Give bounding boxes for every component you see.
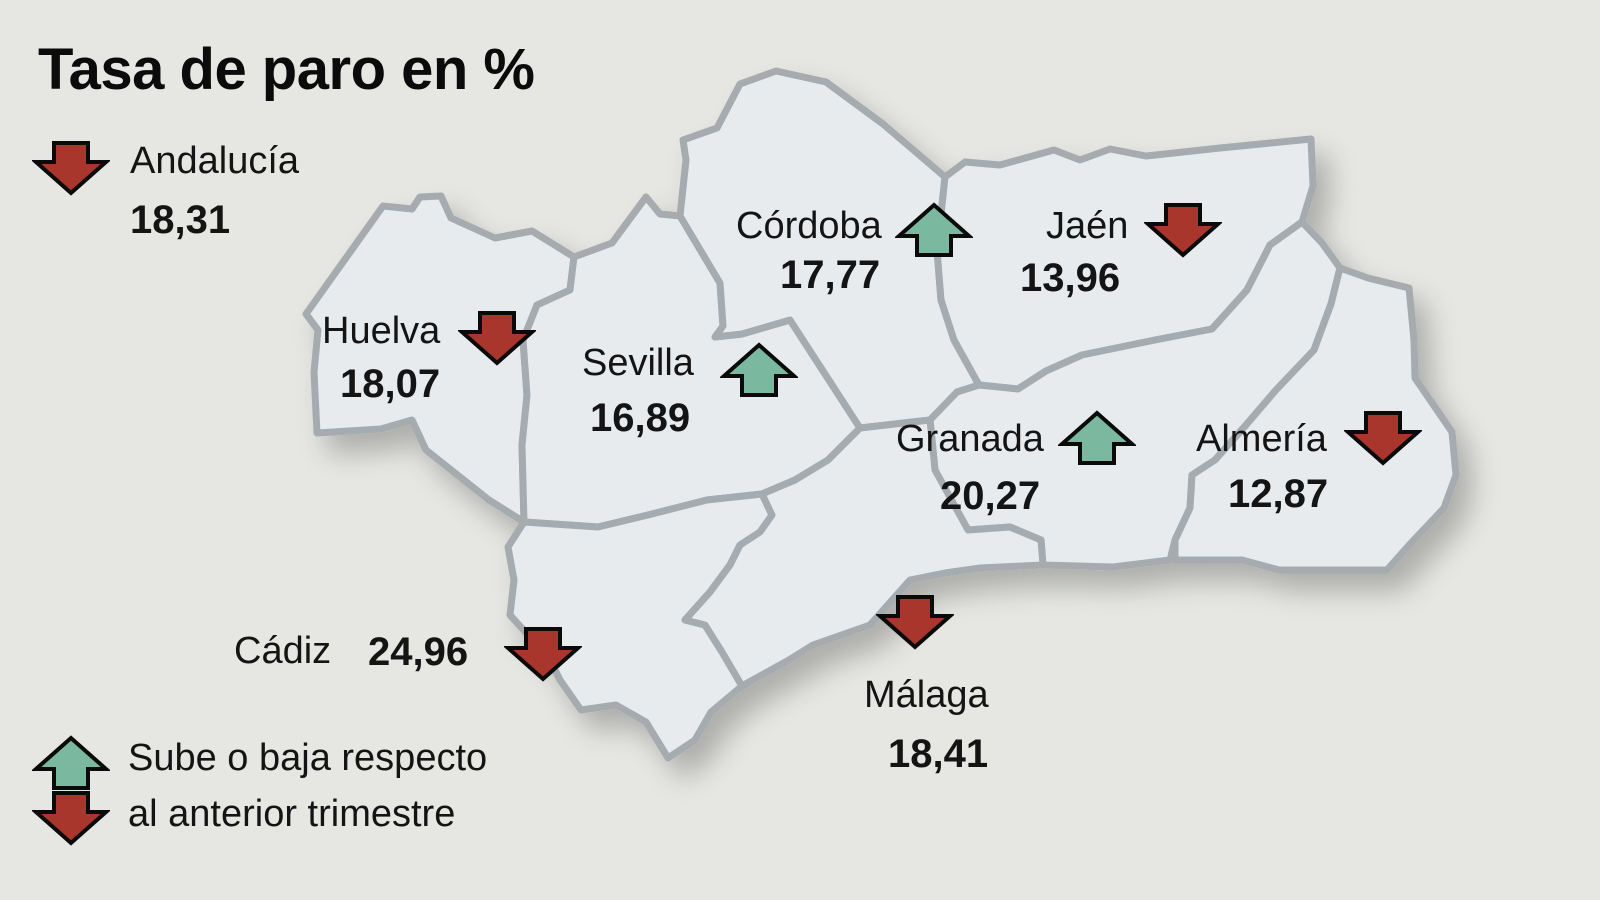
summary-label: Andalucía bbox=[130, 140, 300, 182]
arrow-down-icon bbox=[876, 595, 954, 650]
arrow-down-icon bbox=[1144, 203, 1222, 258]
arrow-down-icon bbox=[458, 311, 536, 366]
province-value-sevilla: 16,89 bbox=[590, 396, 691, 440]
province-label-malaga: Málaga bbox=[864, 674, 989, 716]
map-title: Tasa de paro en % bbox=[38, 37, 535, 102]
province-label-jaen: Jaén bbox=[1046, 205, 1129, 247]
province-value-jaen: 13,96 bbox=[1020, 256, 1121, 300]
province-label-sevilla: Sevilla bbox=[582, 342, 694, 384]
province-label-cadiz: Cádiz bbox=[234, 630, 332, 672]
legend-arrow-up-icon bbox=[32, 735, 110, 790]
province-value-almeria: 12,87 bbox=[1228, 472, 1329, 516]
province-label-huelva: Huelva bbox=[322, 310, 441, 352]
arrow-up-icon bbox=[895, 202, 973, 257]
arrow-down-icon bbox=[1344, 411, 1422, 466]
province-value-huelva: 18,07 bbox=[340, 362, 441, 406]
summary-value: 18,31 bbox=[130, 198, 231, 242]
legend-arrow-down-icon bbox=[32, 791, 110, 846]
arrow-down-icon bbox=[32, 141, 110, 196]
legend-line-2: al anterior trimestre bbox=[128, 793, 456, 835]
province-value-malaga: 18,41 bbox=[888, 732, 989, 776]
province-value-cordoba: 17,77 bbox=[780, 253, 881, 297]
province-value-cadiz: 24,96 bbox=[368, 630, 469, 674]
arrow-up-icon bbox=[1058, 410, 1136, 465]
province-almeria[interactable] bbox=[1171, 264, 1460, 574]
province-label-granada: Granada bbox=[896, 418, 1044, 460]
province-value-granada: 20,27 bbox=[940, 474, 1041, 518]
province-label-cordoba: Córdoba bbox=[736, 205, 882, 247]
arrow-up-icon bbox=[720, 342, 798, 397]
arrow-down-icon bbox=[504, 627, 582, 682]
province-malaga[interactable] bbox=[681, 416, 1047, 690]
province-label-almeria: Almería bbox=[1196, 418, 1327, 460]
legend-line-1: Sube o baja respecto bbox=[128, 737, 488, 779]
